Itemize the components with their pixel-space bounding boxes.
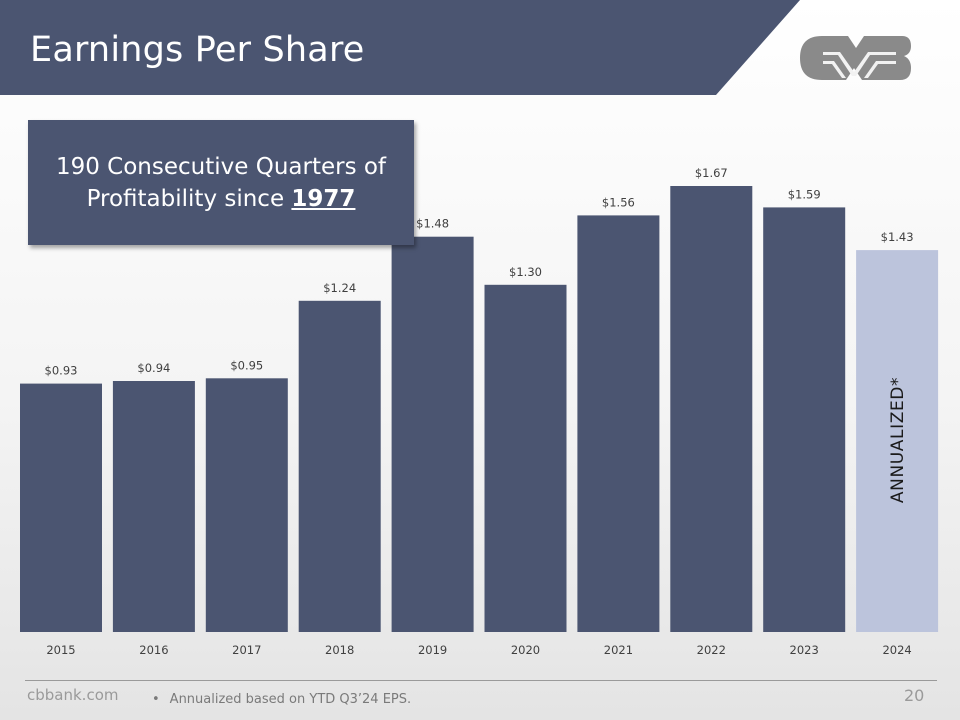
data-label-2015: $0.93 [45, 364, 78, 378]
bar-2015 [20, 383, 102, 632]
bar-2016 [112, 381, 195, 632]
bar-2023 [763, 207, 846, 632]
callout-year: 1977 [291, 185, 356, 212]
footnote-bullet: • [152, 692, 160, 707]
x-tick-2024: 2024 [882, 643, 911, 657]
website-text: cbbank.com [27, 686, 119, 704]
data-label-2017: $0.95 [230, 358, 263, 372]
x-tick-2020: 2020 [511, 643, 540, 657]
bar-2017 [205, 378, 288, 632]
profitability-callout: 190 Consecutive Quarters of Profitabilit… [28, 120, 414, 245]
page-number: 20 [904, 686, 925, 705]
bar-2020 [484, 284, 567, 632]
bar-2019 [391, 236, 474, 632]
callout-line-2: Profitability since 1977 [87, 183, 356, 215]
data-label-2016: $0.94 [137, 361, 170, 375]
x-tick-2022: 2022 [697, 643, 726, 657]
annualized-annotation: ANNUALIZED* [888, 376, 908, 504]
footnote-text: Annualized based on YTD Q3’24 EPS. [169, 692, 412, 707]
bar-2022 [670, 186, 753, 632]
slide-title: Earnings Per Share [30, 30, 365, 70]
bar-2018 [298, 300, 381, 632]
x-tick-2015: 2015 [46, 643, 75, 657]
x-tick-2021: 2021 [604, 643, 633, 657]
data-label-2021: $1.56 [602, 195, 635, 209]
x-tick-2017: 2017 [232, 643, 261, 657]
data-label-2022: $1.67 [695, 166, 728, 180]
footnote: • Annualized based on YTD Q3’24 EPS. [152, 692, 411, 707]
cvb-logo [800, 36, 911, 80]
title-banner [0, 0, 800, 95]
data-label-2020: $1.30 [509, 265, 542, 279]
x-tick-2019: 2019 [418, 643, 447, 657]
bar-2024 [856, 250, 939, 632]
bar-2021 [577, 215, 660, 632]
x-tick-2023: 2023 [790, 643, 819, 657]
x-tick-2016: 2016 [139, 643, 168, 657]
data-label-2018: $1.24 [323, 281, 356, 295]
x-tick-2018: 2018 [325, 643, 354, 657]
footer-divider [25, 680, 937, 681]
data-label-2019: $1.48 [416, 217, 449, 231]
callout-line-1: 190 Consecutive Quarters of [55, 153, 387, 180]
callout-line-2-prefix: Profitability since [86, 185, 292, 212]
data-label-2024: $1.43 [881, 230, 914, 244]
data-label-2023: $1.59 [788, 187, 821, 201]
